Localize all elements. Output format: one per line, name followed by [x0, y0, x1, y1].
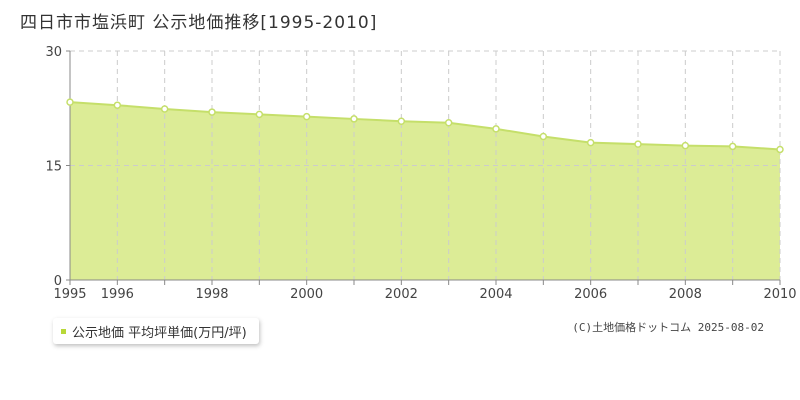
y-tick-label: 15 — [45, 160, 62, 175]
chart-title: 四日市市塩浜町 公示地価推移[1995-2010] — [20, 13, 378, 33]
y-tick-label: 0 — [54, 274, 62, 289]
data-point — [397, 117, 406, 125]
data-point — [681, 141, 690, 150]
x-tick-label: 2004 — [479, 287, 512, 300]
data-point — [302, 112, 311, 121]
x-tick-label: 1995 — [53, 287, 86, 300]
data-point — [160, 105, 169, 113]
data-point — [728, 142, 737, 151]
x-tick-label: 1996 — [101, 287, 134, 300]
x-tick-label: 2010 — [763, 287, 796, 300]
x-tick-label: 2008 — [669, 287, 702, 300]
series-line — [69, 101, 781, 151]
data-point — [539, 132, 548, 141]
land-price-chart: 0 15 30 1995 1996 1998 2000 2002 2004 2006 2008 201… — [45, 45, 796, 300]
data-point — [444, 119, 453, 127]
data-point — [350, 115, 358, 123]
legend-marker — [61, 328, 66, 334]
x-tick-label: 2000 — [290, 287, 323, 300]
credit: (C)土地価格ドットコム 2025-08-02 — [572, 321, 764, 334]
data-point — [255, 110, 264, 119]
area-fill — [70, 102, 780, 280]
data-point — [492, 125, 500, 133]
data-point — [634, 140, 642, 148]
data-point — [586, 138, 595, 147]
data-point — [113, 101, 122, 109]
y-tick-label: 30 — [45, 45, 62, 60]
legend-label: 公示地価 平均坪単価(万円/坪) — [72, 325, 247, 341]
data-point — [66, 98, 74, 106]
legend: 公示地価 平均坪単価(万円/坪) — [53, 318, 259, 344]
x-tick-label: 2002 — [385, 287, 418, 300]
x-tick-label: 2006 — [574, 287, 607, 300]
x-tick-label: 1998 — [195, 287, 228, 300]
data-point — [776, 145, 784, 154]
data-point — [208, 108, 216, 116]
